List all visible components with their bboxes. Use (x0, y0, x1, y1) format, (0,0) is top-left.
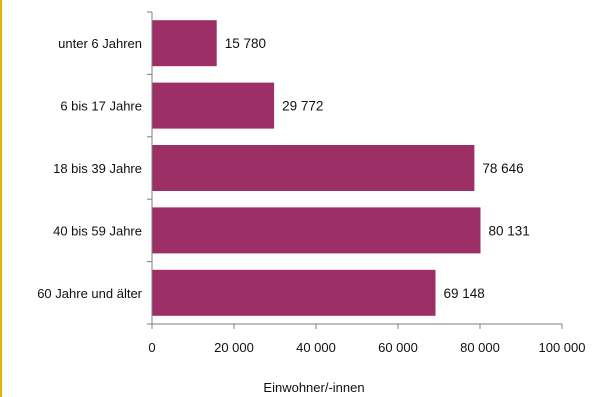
category-label-2: 6 bis 17 Jahre (60, 99, 142, 114)
left-border-rule (0, 0, 2, 397)
value-label-4: 80 131 (489, 223, 530, 238)
category-label-4: 40 bis 59 Jahre (53, 223, 142, 238)
bar-2 (152, 82, 275, 129)
bar-1 (152, 20, 217, 67)
category-label-1: unter 6 Jahren (58, 36, 142, 51)
category-label-3: 18 bis 39 Jahre (53, 161, 142, 176)
x-tick-label-1: 0 (148, 340, 155, 355)
category-label-5: 60 Jahre und älter (37, 286, 142, 301)
category-labels-group: unter 6 Jahren 6 bis 17 Jahre 18 bis 39 Ja… (37, 36, 142, 301)
x-tick-label-3: 40 000 (296, 340, 336, 355)
x-ticks-group: 0 20 000 40 000 60 000 80 000 100 000 (147, 11, 586, 355)
x-tick-label-2: 20 000 (214, 340, 254, 355)
bars-group (152, 20, 481, 316)
axes-group (151, 12, 562, 325)
value-label-3: 78 646 (482, 161, 523, 176)
x-tick-label-4: 60 000 (378, 340, 418, 355)
value-labels-group: 15 780 29 772 78 646 80 131 69 148 (225, 36, 530, 301)
bar-3 (152, 145, 475, 191)
x-tick-label-6: 100 000 (539, 340, 586, 355)
x-axis-title: Einwohner/-innen (263, 380, 364, 395)
value-label-5: 69 148 (444, 286, 485, 301)
value-label-1: 15 780 (225, 36, 266, 51)
bar-4 (152, 207, 481, 254)
x-tick-label-5: 80 000 (460, 340, 500, 355)
bar-5 (152, 269, 436, 316)
value-label-2: 29 772 (282, 99, 323, 114)
